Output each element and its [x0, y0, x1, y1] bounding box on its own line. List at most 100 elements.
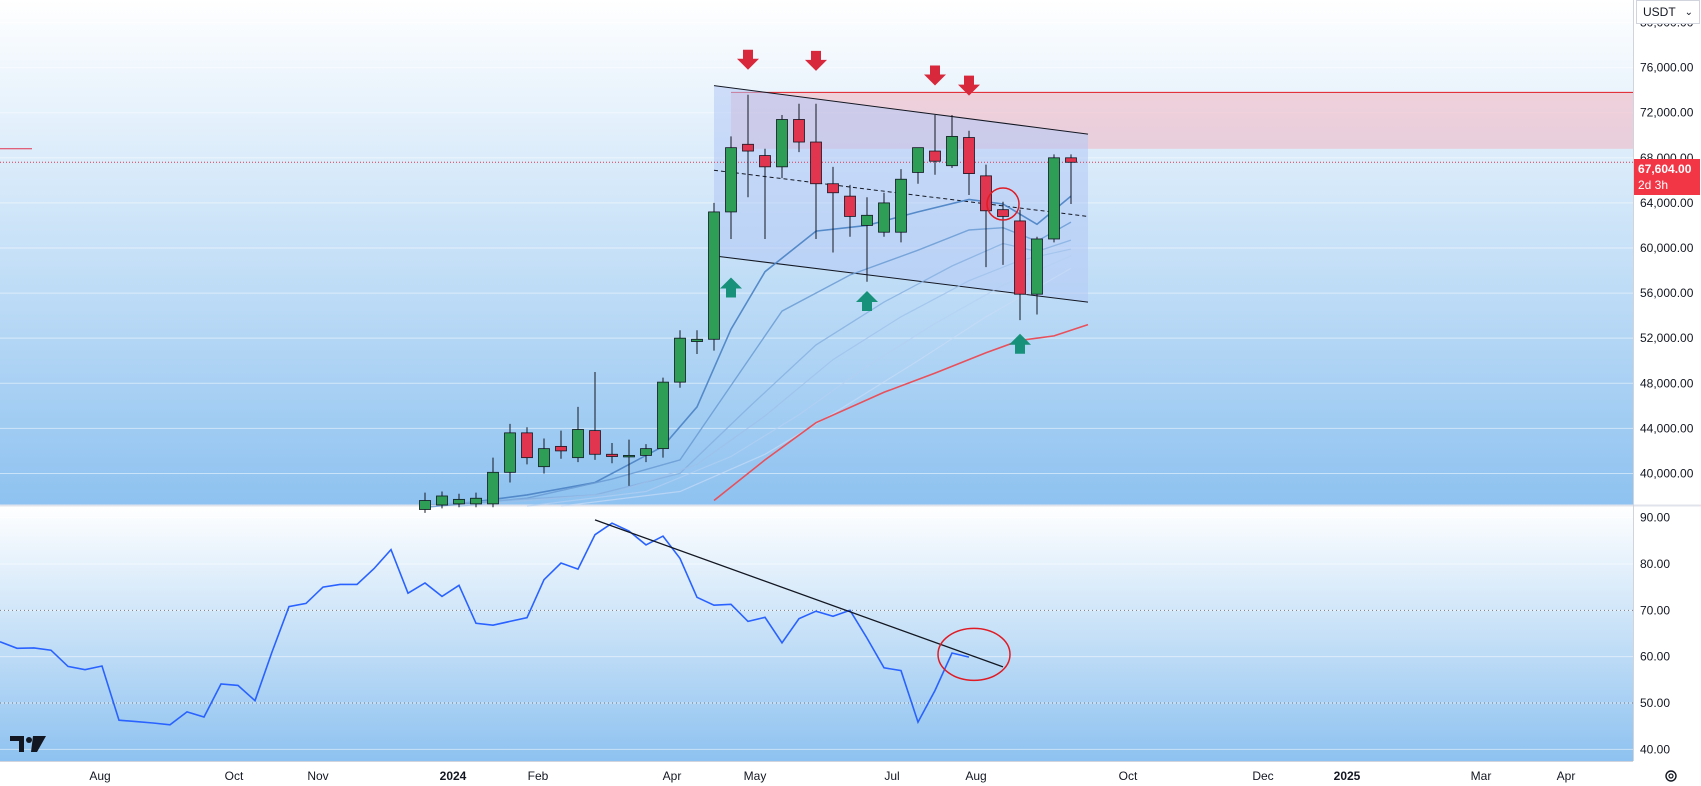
oscillator-axis-labels: 90.00 80.00 70.00 60.00 50.00 40.00 [1640, 511, 1670, 757]
price-tick-label: 72,000.00 [1640, 106, 1694, 120]
oscillator-tick-label: 50.00 [1640, 696, 1670, 710]
moving-average-line [458, 195, 1072, 505]
time-tick-label: 2025 [1334, 769, 1361, 783]
candle [504, 423, 516, 483]
time-tick-label: May [744, 769, 767, 783]
moving-average-line [458, 248, 1072, 507]
candle [742, 94, 754, 198]
candle [538, 438, 550, 474]
candle-body [691, 338, 703, 342]
candle-body [521, 432, 533, 459]
candle-body [997, 209, 1009, 217]
price-tick-label: 76,000.00 [1640, 61, 1694, 75]
candle [606, 443, 618, 464]
candle-body [1048, 157, 1060, 240]
candle [1065, 154, 1077, 205]
time-tick-label: Apr [663, 769, 682, 783]
signal-markers [720, 49, 1031, 354]
oscillator-line [0, 522, 970, 726]
candle [708, 202, 720, 351]
candlesticks [419, 94, 1077, 513]
time-tick-label: Feb [528, 769, 549, 783]
candle [1048, 154, 1060, 243]
oscillator-annotation-circle [937, 627, 1011, 682]
oscillator-trendline [594, 519, 1004, 668]
candle [963, 130, 975, 196]
oscillator-tick-label: 90.00 [1640, 511, 1670, 525]
settings-icon[interactable] [1665, 770, 1677, 782]
channel-upper-line [713, 85, 1089, 135]
price-tick-label: 56,000.00 [1640, 286, 1694, 300]
candle-body [589, 430, 601, 455]
candle-body [844, 195, 856, 217]
up-arrow-icon [720, 277, 742, 298]
moving-average-line [560, 267, 1072, 507]
candle-body [878, 202, 890, 233]
candle-body [555, 445, 567, 452]
candle [793, 103, 805, 153]
candle [759, 148, 771, 239]
candle-body [538, 448, 550, 468]
candle [997, 201, 1009, 265]
candle [861, 197, 873, 282]
time-tick-label: Apr [1557, 769, 1576, 783]
candle [555, 430, 567, 459]
candle [895, 169, 907, 243]
candle-body [946, 135, 958, 167]
candle [929, 114, 941, 175]
candle-body [572, 429, 584, 459]
candle-body [657, 381, 669, 450]
candle [521, 427, 533, 465]
candle-body [504, 432, 516, 473]
annotation-circle [986, 187, 1020, 221]
candle [810, 103, 822, 239]
candle-body [963, 137, 975, 174]
candle-body [640, 448, 652, 456]
candle [827, 166, 839, 253]
candle-body [895, 178, 907, 233]
price-tick-label: 52,000.00 [1640, 331, 1694, 345]
candle [487, 457, 499, 508]
candle-body [436, 495, 448, 506]
oscillator-tick-label: 70.00 [1640, 603, 1670, 617]
candle [1014, 209, 1026, 321]
candle [623, 439, 635, 486]
candle-body [623, 455, 635, 458]
candle [436, 491, 448, 509]
time-tick-label: Mar [1471, 769, 1492, 783]
up-arrow-icon [856, 290, 878, 311]
price-tick-label: 64,000.00 [1640, 196, 1694, 210]
candle [691, 330, 703, 354]
candle [946, 114, 958, 168]
currency-selector-button[interactable]: USDT ⌄ [1636, 0, 1700, 24]
time-tick-label: 2024 [440, 769, 467, 783]
last-price-value: 67,604.00 [1638, 162, 1692, 176]
chevron-down-icon: ⌄ [1684, 6, 1693, 18]
oscillator-tick-label: 80.00 [1640, 557, 1670, 571]
price-tick-label: 48,000.00 [1640, 376, 1694, 390]
time-tick-label: Oct [1119, 769, 1138, 783]
down-arrow-icon [805, 50, 827, 71]
oscillator-tick-label: 40.00 [1640, 742, 1670, 756]
price-tick-label: 44,000.00 [1640, 421, 1694, 435]
candle-body [980, 175, 992, 212]
time-tick-label: Oct [225, 769, 244, 783]
candle [844, 184, 856, 237]
candle [640, 444, 652, 463]
time-tick-label: Jul [884, 769, 899, 783]
moving-average-line [526, 255, 1072, 507]
time-tick-label: Aug [89, 769, 110, 783]
candle-body [1065, 157, 1077, 163]
candle-body [470, 497, 482, 505]
candle [657, 377, 669, 458]
candle-body [759, 155, 771, 168]
oscillator [0, 519, 1633, 726]
candle-body [453, 498, 465, 505]
candle-body [606, 453, 618, 457]
candle-body [674, 337, 686, 383]
candle-body [776, 119, 788, 168]
last-price-tag: 67,604.00 2d 3h [1634, 159, 1700, 195]
tradingview-logo-icon[interactable] [10, 734, 46, 754]
candle [589, 371, 601, 460]
